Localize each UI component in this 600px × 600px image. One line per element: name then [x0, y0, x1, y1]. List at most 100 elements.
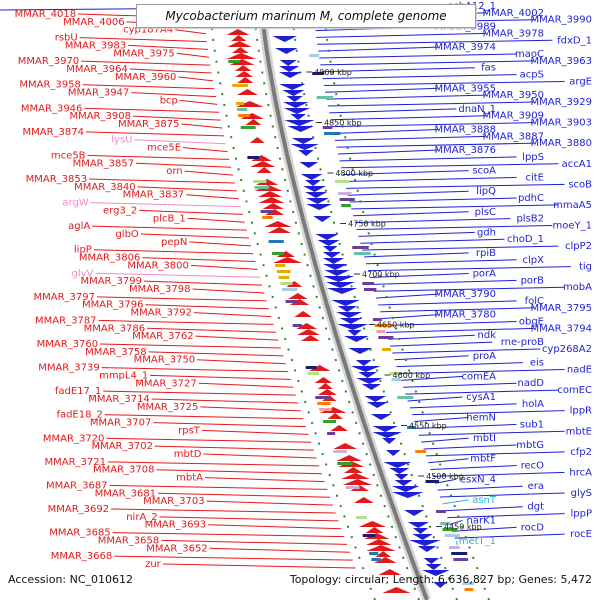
callout-line-left: [84, 107, 220, 113]
callout-line-right: [407, 396, 463, 402]
feature-arrow-right: [305, 180, 322, 186]
callout-line-right: [392, 348, 541, 354]
feature-bar: [449, 546, 460, 549]
gene-label-left: mbtD: [174, 449, 202, 460]
feature-bar: [335, 180, 350, 183]
feature-bar: [382, 348, 391, 351]
feature-arrow-right: [274, 48, 298, 54]
feature-arrow-left: [358, 521, 387, 527]
gene-label-right: mbtF: [470, 454, 496, 465]
callout-line-left: [114, 555, 353, 561]
feature-arrow-left: [317, 389, 337, 395]
gene-label-right: cyp268A2: [542, 344, 592, 355]
feature-arrow-left: [257, 191, 283, 197]
gene-label-left: MMAR_3668: [51, 551, 113, 562]
gene-label-right: lppP: [570, 509, 592, 520]
feature-arrow-right: [305, 192, 328, 198]
feature-bar: [322, 126, 333, 129]
feature-bar: [282, 288, 298, 291]
gene-label-right: scoB: [568, 179, 592, 190]
feature-bar: [316, 96, 334, 99]
callout-line-right: [333, 128, 439, 134]
gene-label-right: fas: [481, 63, 496, 74]
callout-line-left: [158, 492, 331, 498]
gene-label-left: rsbU: [55, 33, 78, 44]
feature-arrow-right: [313, 216, 332, 222]
gene-label-left: MMAR_3692: [48, 504, 110, 515]
callout-line-right: [317, 39, 553, 45]
feature-arrow-right: [331, 300, 360, 306]
callout-line-right: [326, 94, 487, 100]
callout-line-right: [341, 163, 559, 169]
feature-bar: [353, 252, 371, 255]
callout-line-right: [366, 259, 517, 265]
feature-bar: [415, 450, 427, 453]
feature-arrow-right: [407, 522, 429, 528]
feature-bar: [324, 132, 341, 135]
callout-line-left: [82, 84, 215, 90]
gene-label-left: MMAR_3983: [65, 40, 127, 51]
feature-arrow-left: [375, 551, 391, 557]
feature-arrow-right: [361, 384, 381, 390]
callout-line-left: [112, 532, 345, 538]
feature-bar: [317, 402, 331, 405]
callout-line-left: [106, 437, 312, 443]
gene-label-left: MMAR_3786: [84, 323, 146, 334]
feature-bar: [397, 396, 414, 399]
callout-line-left: [89, 178, 235, 184]
feature-arrow-right: [383, 462, 412, 468]
feature-bar: [232, 84, 248, 87]
feature-arrow-left: [250, 161, 276, 167]
callout-line-right: [396, 362, 523, 368]
feature-arrow-left: [366, 539, 392, 545]
callout-line-right: [432, 471, 565, 477]
feature-arrow-left: [226, 53, 257, 59]
feature-arrow-left: [353, 497, 374, 503]
gene-label-right: MMAR_3887: [483, 131, 545, 142]
gene-label-left: MMAR_3958: [19, 80, 81, 91]
gene-label-right: MMAR_3780: [435, 310, 497, 321]
callout-line-left: [194, 312, 272, 318]
gene-label-left: MMAR_3760: [37, 339, 99, 350]
feature-arrow-right: [364, 396, 387, 402]
feature-bar: [240, 126, 256, 129]
feature-arrow-left: [237, 77, 254, 83]
gene-label-right: proA: [473, 351, 496, 362]
gene-label-left: MMAR_3946: [21, 103, 83, 114]
gene-label-right: MMAR_3963: [531, 56, 593, 67]
callout-line-left: [156, 469, 322, 475]
feature-bar: [238, 114, 250, 117]
backbone-arc: [257, 7, 432, 600]
callout-line-left: [161, 539, 347, 545]
gene-label-left: erg3_2: [103, 205, 137, 216]
callout-line-right: [339, 156, 517, 162]
gene-label-left: aglA: [68, 221, 90, 232]
callout-line-right: [319, 53, 517, 59]
feature-arrow-left: [231, 35, 247, 41]
callout-line-right: [383, 321, 517, 327]
feature-arrow-right: [322, 264, 348, 270]
callout-line-left: [189, 241, 252, 247]
gene-label-right: accA1: [562, 159, 592, 170]
gene-label-right: MMAR_3929: [531, 97, 593, 108]
feature-bar: [369, 552, 379, 555]
callout-line-right: [321, 67, 475, 73]
scale-tick-label: 4450 kbp: [444, 523, 482, 532]
callout-line-left: [107, 461, 320, 467]
feature-arrow-left: [229, 59, 255, 65]
callout-line-left: [90, 202, 241, 208]
callout-line-right: [349, 197, 517, 203]
callout-line-left: [151, 398, 299, 404]
callout-line-left: [162, 563, 356, 569]
gene-label-right: holA: [522, 399, 544, 410]
feature-arrow-left: [314, 377, 333, 383]
callout-lines: [0, 5, 571, 569]
gene-label-right: citE: [525, 172, 544, 183]
gene-label-left: MMAR_3857: [73, 158, 135, 169]
callout-line-right: [318, 46, 439, 52]
feature-bar: [442, 528, 458, 531]
scale-tick-label: 4650 kbp: [377, 321, 415, 330]
feature-arrow-right: [385, 450, 401, 456]
feature-arrow-left: [363, 533, 390, 539]
feature-arrow-left: [262, 203, 284, 209]
